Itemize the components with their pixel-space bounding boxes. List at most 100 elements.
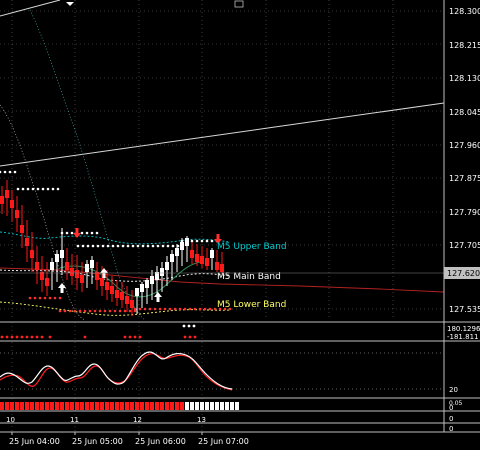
stop-dot	[141, 244, 145, 248]
stop-dot	[136, 244, 140, 248]
stop-dot	[228, 307, 232, 311]
stop-dot	[81, 244, 85, 248]
candle-body	[0, 196, 4, 204]
candle-body	[5, 190, 9, 198]
histogram-block	[165, 402, 169, 410]
histogram-block	[40, 402, 44, 410]
buy-arrow-icon	[154, 292, 162, 302]
stop-dot	[13, 170, 17, 174]
stop-dot	[0, 170, 2, 174]
candle-body	[20, 225, 24, 233]
stop-dot	[16, 187, 20, 191]
histogram-block	[100, 402, 104, 410]
sub-window-1[interactable]	[0, 335, 197, 339]
stop-dot	[208, 307, 212, 311]
candle-body	[215, 262, 219, 270]
stop-dot	[76, 244, 80, 248]
time-tick: 25 Jun 06:00	[135, 437, 186, 446]
stop-dot	[65, 231, 69, 235]
stop-dot	[96, 244, 100, 248]
stop-dot	[90, 231, 94, 235]
price-tick: 128.215	[449, 41, 480, 50]
candle-body	[45, 278, 49, 286]
candle-body	[200, 256, 204, 264]
stop-dot	[78, 309, 82, 313]
candle-body	[65, 262, 69, 270]
scroll-marker-icon[interactable]	[66, 2, 74, 6]
stop-dot	[3, 170, 7, 174]
window-separators[interactable]	[0, 321, 480, 433]
candle-body	[115, 290, 119, 298]
histogram-block	[145, 402, 149, 410]
candle-body	[220, 264, 224, 272]
histogram-block	[130, 402, 134, 410]
stop-dot	[213, 307, 217, 311]
histogram-block	[45, 402, 49, 410]
candle-body	[70, 268, 74, 276]
stop-dot	[168, 307, 172, 311]
histogram-scale-zero: 0	[449, 404, 453, 412]
shift-marker-icon[interactable]	[234, 0, 244, 8]
stop-dot	[8, 170, 12, 174]
histogram-block	[125, 402, 129, 410]
time-tick: 25 Jun 04:00	[9, 437, 60, 446]
stop-dot	[103, 309, 107, 313]
main-price-window[interactable]: M5 Upper Band M5 Main Band M5 Lower Band	[0, 0, 445, 432]
stop-dot	[128, 309, 132, 313]
stop-dots	[0, 170, 232, 313]
histogram-block	[140, 402, 144, 410]
candle-body	[90, 260, 94, 268]
stop-dot	[83, 309, 87, 313]
stop-dot	[80, 231, 84, 235]
stop-dot	[203, 307, 207, 311]
stop-dot	[173, 307, 177, 311]
candle-body	[95, 272, 99, 280]
sub-window-4-scale-zero: 0	[449, 415, 453, 423]
candle-body	[75, 270, 79, 278]
histogram-block	[5, 402, 9, 410]
price-axis[interactable]: 128.300 128.215 128.130 128.045 127.960 …	[444, 7, 480, 314]
candlesticks[interactable]	[0, 180, 224, 316]
candle-body	[80, 275, 84, 283]
histogram-block	[160, 402, 164, 410]
histogram-block	[170, 402, 174, 410]
signal-dot	[35, 335, 39, 339]
signal-dot	[128, 335, 132, 339]
histogram-block	[195, 402, 199, 410]
stop-dot	[91, 244, 95, 248]
histogram-block	[235, 402, 239, 410]
candle-body	[15, 210, 19, 218]
ma-dotted-line-1	[0, 104, 86, 321]
histogram-block	[150, 402, 154, 410]
stop-dot	[185, 239, 189, 243]
candle-body	[155, 272, 159, 280]
stochastic-window[interactable]	[0, 351, 444, 391]
hour-marker: 10	[6, 416, 15, 424]
stop-dot	[190, 239, 194, 243]
price-tick: 127.960	[449, 141, 480, 150]
histogram-scale-max: 0.05	[449, 400, 463, 407]
signal-dot	[25, 335, 29, 339]
stop-dot	[60, 231, 64, 235]
candle-body	[125, 296, 129, 304]
stop-dot	[51, 187, 55, 191]
price-tick: 128.300	[449, 7, 480, 16]
candle-body	[55, 254, 59, 262]
time-axis[interactable]: 25 Jun 04:00 25 Jun 05:00 25 Jun 06:00 2…	[9, 432, 249, 446]
trendline-top[interactable]	[0, 0, 61, 17]
histogram-window[interactable]	[0, 402, 239, 410]
trendline[interactable]	[0, 102, 445, 167]
histogram-block	[80, 402, 84, 410]
candle-body	[190, 250, 194, 258]
stop-dot	[70, 231, 74, 235]
stop-dot	[166, 244, 170, 248]
stop-dot	[58, 309, 62, 313]
stop-dot	[133, 309, 137, 313]
stop-dot	[156, 244, 160, 248]
signal-dot	[133, 335, 137, 339]
stop-dot	[63, 309, 67, 313]
histogram-block	[60, 402, 64, 410]
sub-window-5-scale-zero: 0	[449, 425, 453, 433]
